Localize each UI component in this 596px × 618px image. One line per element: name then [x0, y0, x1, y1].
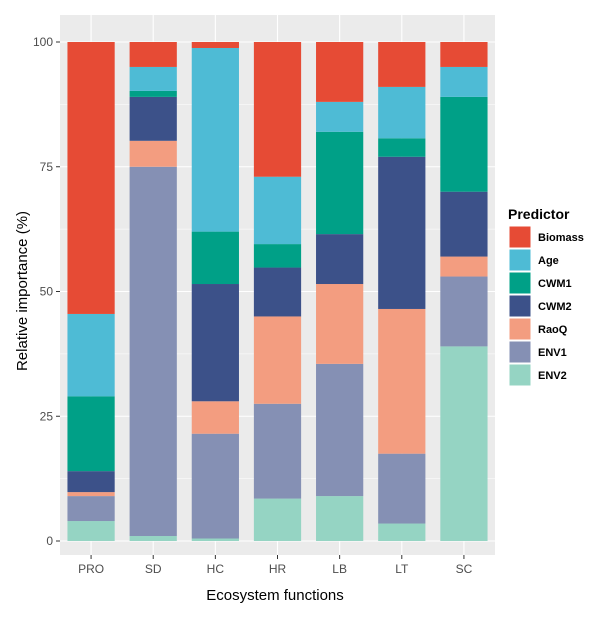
bar-segment-hr-cwm2: [253, 267, 302, 317]
bar-segment-lt-env1: [378, 453, 426, 524]
bar-segment-lb-biomass: [316, 42, 364, 102]
legend-swatch-raoq: [508, 317, 532, 341]
legend-label-biomass: Biomass: [538, 232, 584, 244]
x-tick-label: HC: [207, 562, 225, 576]
y-tick-label: 0: [46, 534, 53, 548]
x-axis-title: Ecosystem functions: [206, 587, 344, 604]
bar-segment-pro-env2: [67, 521, 115, 541]
legend-label-cwm1: CWM1: [538, 278, 572, 290]
bar-segment-sd-env2: [129, 536, 177, 541]
bar-segment-lb-env2: [316, 496, 364, 541]
bar-segment-sd-biomass: [129, 42, 177, 67]
bar-segment-sc-biomass: [440, 42, 488, 67]
x-axis-ticks: PRO SD HC HR LB LT SC: [78, 555, 473, 576]
bar-segment-lb-cwm1: [316, 131, 364, 235]
y-tick-label: 50: [40, 285, 54, 299]
bar-segment-pro-env1: [67, 496, 115, 522]
legend-title: Predictor: [508, 206, 570, 222]
bar-segment-sd-cwm1: [129, 90, 177, 97]
bar-segment-hr-env2: [253, 498, 302, 541]
bar-segment-hr-biomass: [253, 42, 302, 177]
legend-label-raoq: RaoQ: [538, 324, 568, 336]
bar-segment-hr-cwm1: [253, 244, 302, 268]
legend-swatch-cwm1: [508, 271, 532, 295]
x-tick-label: LT: [395, 562, 409, 576]
bar-segment-sc-raoq: [440, 256, 488, 277]
legend-swatch-biomass: [508, 225, 532, 249]
bar-segment-hc-cwm1: [191, 231, 239, 285]
bar-segment-sd-env1: [129, 166, 177, 537]
legend-label-age: Age: [538, 255, 559, 267]
legend-swatch-env2: [508, 363, 532, 387]
bar-segment-sc-env2: [440, 346, 488, 541]
bar-segment-lb-raoq: [316, 284, 364, 364]
bar-segment-lt-env2: [378, 523, 426, 541]
bar-segment-lt-age: [378, 86, 426, 139]
bar-segment-lb-age: [316, 101, 364, 132]
x-tick-label: PRO: [78, 562, 104, 576]
legend-label-cwm2: CWM2: [538, 301, 572, 313]
legend-swatch-env1: [508, 340, 532, 364]
bar-segment-lb-env1: [316, 363, 364, 497]
bar-segment-hc-cwm2: [191, 284, 239, 402]
bar-segment-hc-raoq: [191, 401, 239, 434]
bar-segment-lt-biomass: [378, 42, 426, 87]
bar-segment-pro-biomass: [67, 42, 115, 314]
x-tick-label: LB: [332, 562, 347, 576]
bar-segment-sc-cwm1: [440, 96, 488, 192]
bar-segment-lb-cwm2: [316, 234, 364, 285]
y-tick-label: 100: [33, 35, 53, 49]
legend: Predictor Biomass Age CWM1 CWM2 RaoQ ENV1 ENV2: [508, 206, 584, 387]
y-tick-label: 25: [40, 409, 54, 423]
legend-label-env1: ENV1: [538, 347, 567, 359]
bar-segment-hc-age: [191, 47, 239, 232]
legend-swatch-age: [508, 248, 532, 272]
bar-segment-hr-env1: [253, 403, 302, 499]
bar-segment-sd-age: [129, 66, 177, 91]
x-tick-label: SC: [456, 562, 473, 576]
bar-segment-sc-cwm2: [440, 191, 488, 257]
bar-segment-hc-env2: [191, 538, 239, 541]
bar-segment-pro-raoq: [67, 492, 115, 497]
bar-segment-pro-age: [67, 313, 115, 397]
bars: [67, 42, 488, 541]
bar-segment-hc-env1: [191, 433, 239, 539]
bar-segment-hc-biomass: [191, 42, 239, 48]
bar-segment-sc-age: [440, 66, 488, 97]
y-tick-label: 75: [40, 160, 54, 174]
x-tick-label: HR: [269, 562, 287, 576]
bar-segment-sc-env1: [440, 276, 488, 347]
y-axis-ticks: 0 25 50 75 100: [33, 35, 60, 548]
y-axis-title: Relative importance (%): [14, 211, 31, 371]
bar-segment-hr-raoq: [253, 316, 302, 404]
bar-segment-sd-cwm2: [129, 96, 177, 141]
bar-segment-hr-age: [253, 176, 302, 245]
bar-segment-lt-cwm2: [378, 156, 426, 309]
bar-segment-sd-raoq: [129, 140, 177, 167]
bar-segment-pro-cwm1: [67, 396, 115, 472]
legend-label-env2: ENV2: [538, 370, 567, 382]
bar-segment-lt-cwm1: [378, 138, 426, 157]
bar-segment-pro-cwm2: [67, 471, 115, 493]
legend-swatch-cwm2: [508, 294, 532, 318]
x-tick-label: SD: [145, 562, 162, 576]
bar-segment-lt-raoq: [378, 308, 426, 454]
